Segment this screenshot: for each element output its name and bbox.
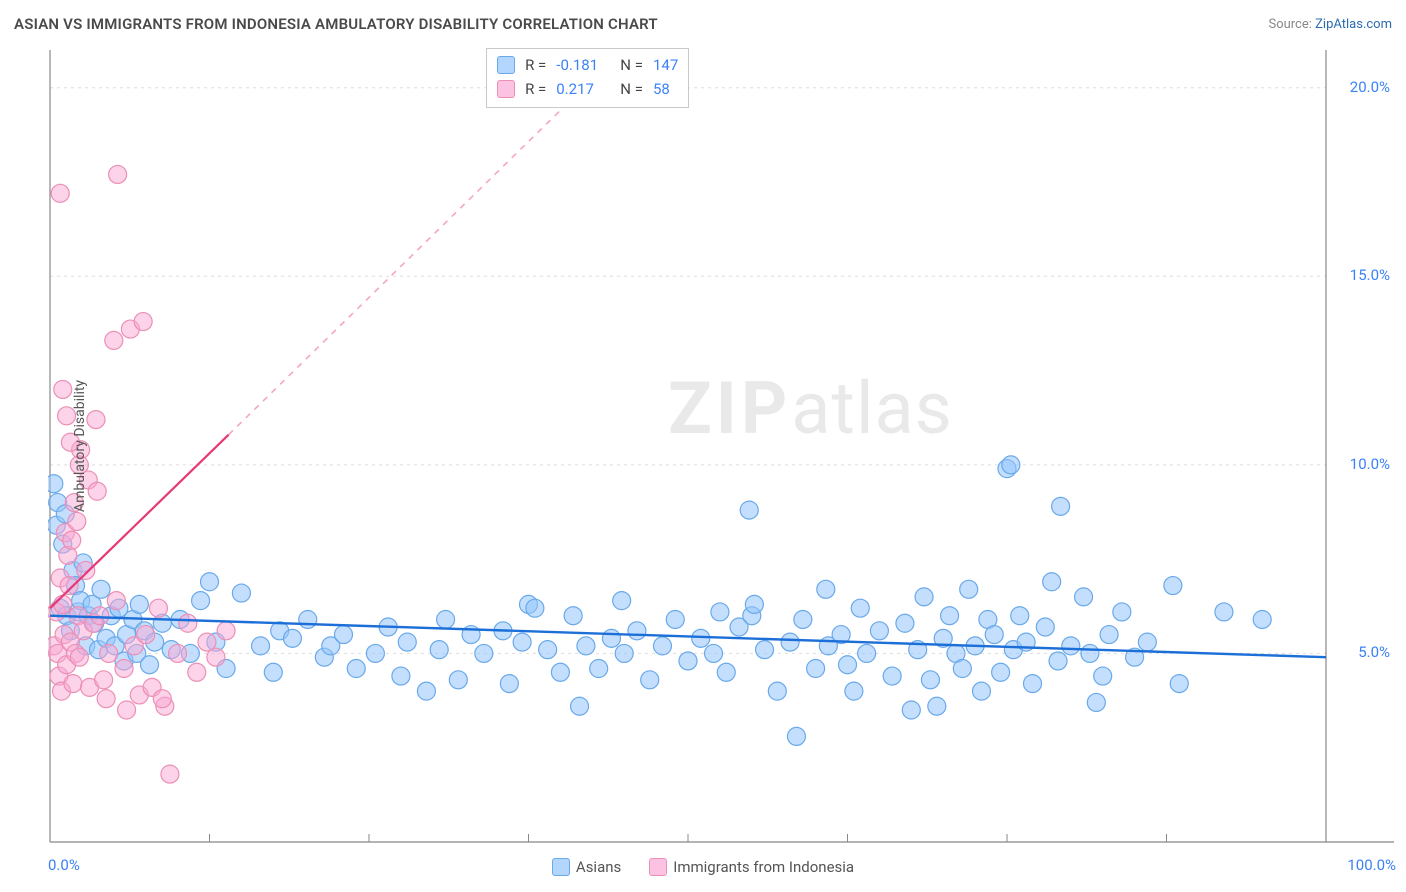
legend-item: Asians — [552, 858, 621, 876]
r-label: R = — [525, 77, 546, 101]
y-axis-label: Ambulatory Disability — [72, 380, 88, 512]
legend-label: Immigrants from Indonesia — [673, 858, 854, 876]
r-value: 0.217 — [556, 77, 610, 101]
legend-swatch — [552, 858, 570, 876]
source-attribution: Source: ZipAtlas.com — [1268, 17, 1392, 32]
plot-area: Ambulatory Disability ZIPatlas R =-0.181… — [48, 48, 1396, 844]
source-link[interactable]: ZipAtlas.com — [1315, 17, 1392, 32]
n-label: N = — [620, 77, 643, 101]
r-label: R = — [525, 53, 546, 77]
legend-label: Asians — [576, 858, 621, 876]
r-value: -0.181 — [556, 53, 610, 77]
scatter-plot-svg — [48, 48, 1396, 844]
y-tick-label: 15.0% — [1350, 266, 1390, 284]
correlation-row: R = 0.217 N = 58 — [497, 77, 678, 101]
correlation-row: R = -0.181 N = 147 — [497, 53, 678, 77]
legend-item: Immigrants from Indonesia — [649, 858, 854, 876]
bottom-legend: Asians Immigrants from Indonesia — [0, 858, 1406, 876]
n-value: 147 — [653, 53, 678, 77]
n-value: 58 — [653, 77, 670, 101]
legend-swatch — [649, 858, 667, 876]
n-label: N = — [620, 53, 643, 77]
source-prefix: Source: — [1268, 17, 1315, 32]
chart-title: ASIAN VS IMMIGRANTS FROM INDONESIA AMBUL… — [14, 15, 658, 33]
legend-swatch — [497, 56, 515, 74]
correlation-legend-box: R = -0.181 N = 147 R = 0.217 N = 58 — [486, 48, 689, 108]
y-tick-label: 20.0% — [1350, 78, 1390, 96]
y-tick-label: 10.0% — [1350, 455, 1390, 473]
legend-swatch — [497, 80, 515, 98]
y-tick-label: 5.0% — [1358, 643, 1390, 661]
chart-header: ASIAN VS IMMIGRANTS FROM INDONESIA AMBUL… — [0, 0, 1406, 40]
